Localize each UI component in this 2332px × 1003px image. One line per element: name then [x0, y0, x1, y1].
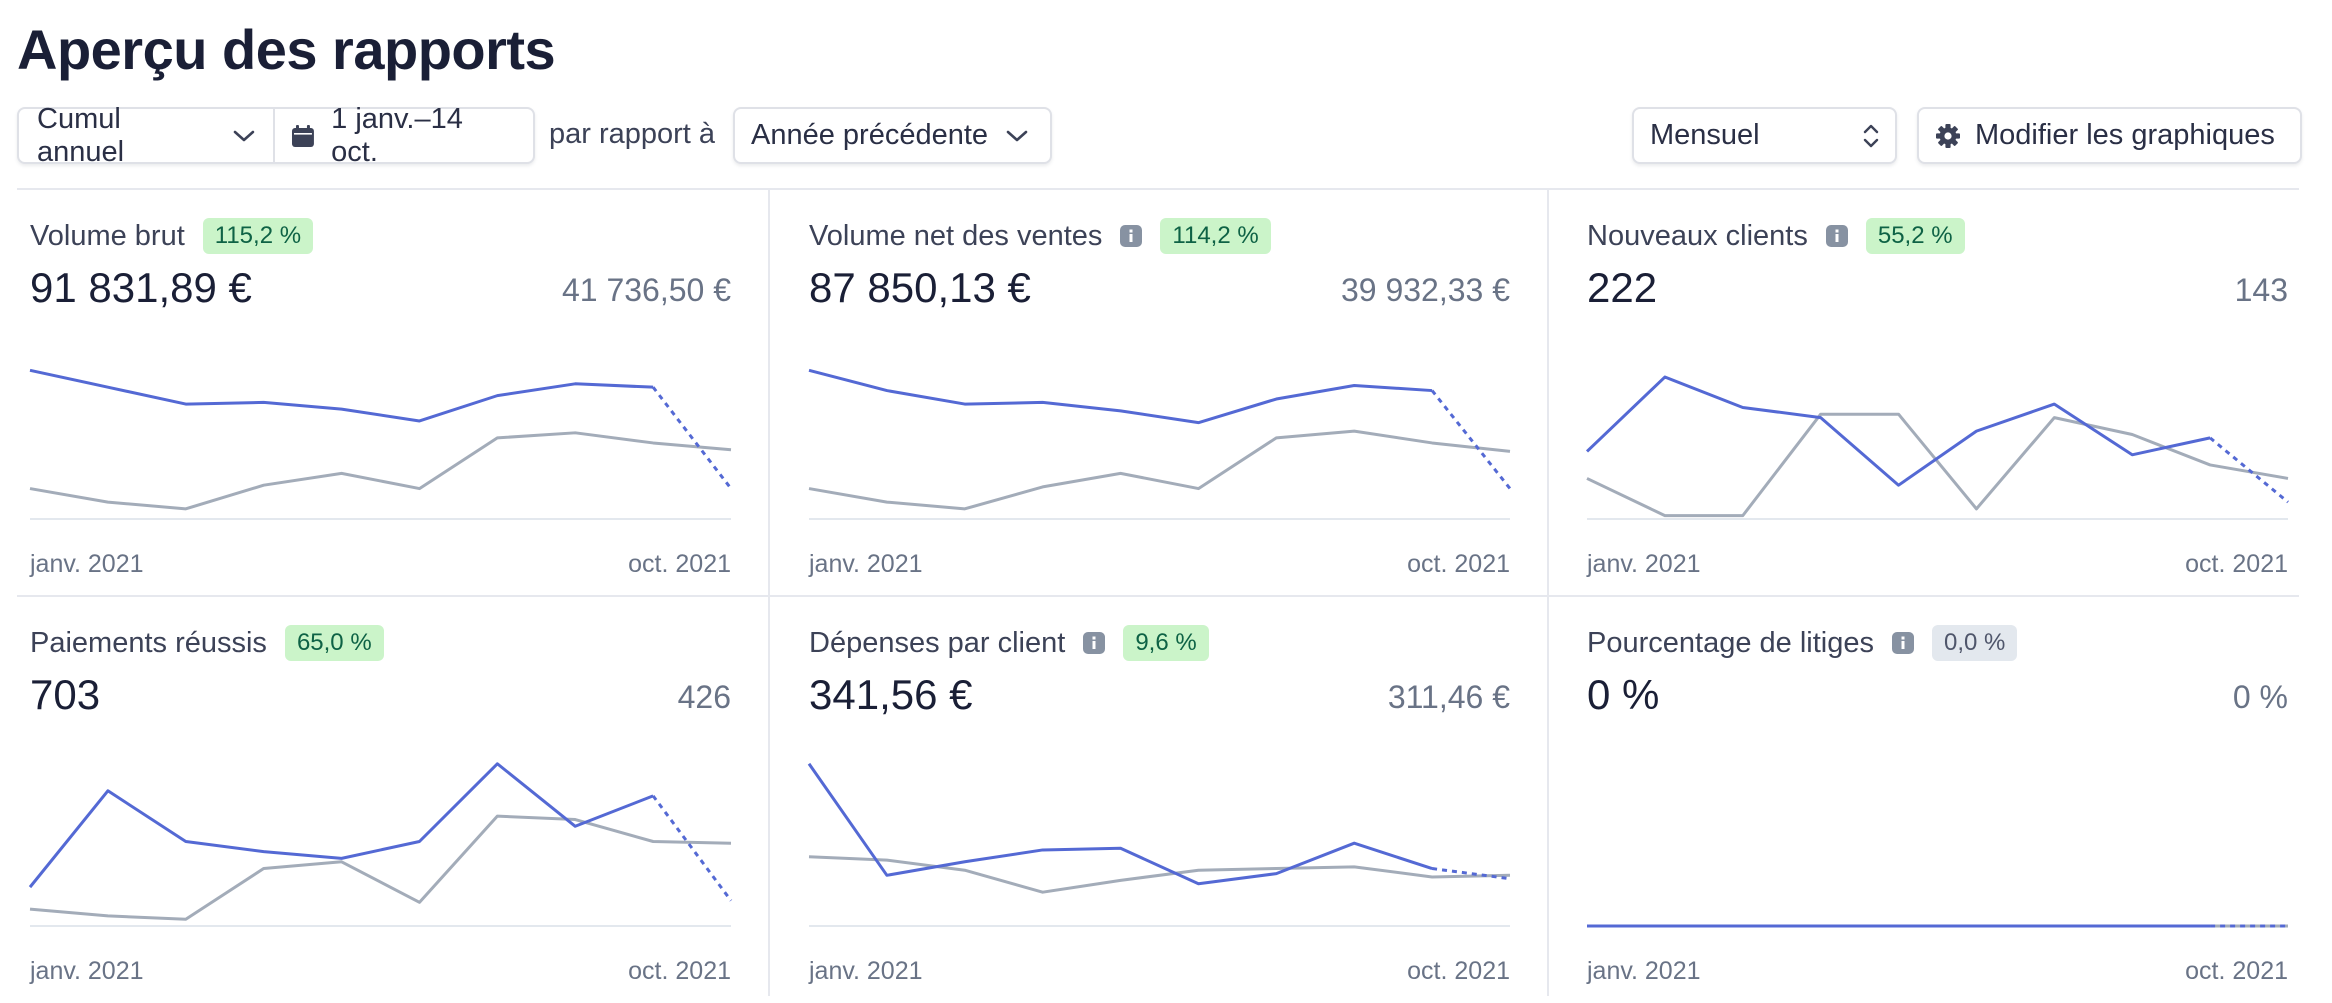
x-axis-end-label: oct. 2021 [628, 957, 731, 985]
x-axis-end-label: oct. 2021 [1407, 957, 1510, 985]
grid-divider-right [1547, 189, 1549, 996]
grid-divider-left [768, 189, 770, 996]
info-icon[interactable] [1120, 225, 1143, 247]
change-badge: 114,2 % [1160, 218, 1271, 254]
card-title-row: Nouveaux clients 55,2 % [1587, 216, 1965, 256]
card-title: Pourcentage de litiges [1587, 626, 1874, 659]
report-card[interactable]: Volume net des ventes 114,2 % 87 850,13 … [808, 216, 1512, 596]
current-series-partial-segment [2209, 436, 2289, 504]
card-title-row: Volume brut 115,2 % [30, 216, 314, 256]
card-previous-value: 0 % [2232, 679, 2288, 715]
report-card[interactable]: Nouveaux clients 55,2 % 222 143 janv. 20… [1585, 216, 2289, 596]
current-series-line [808, 368, 1433, 425]
compare-label: par rapport à [549, 118, 716, 150]
current-series-line [807, 762, 1433, 886]
previous-series-line [29, 814, 732, 921]
line-chart [29, 368, 733, 520]
current-series-partial-segment [651, 386, 733, 490]
info-icon[interactable] [1825, 225, 1848, 247]
current-series-partial-segment [651, 794, 733, 902]
previous-series-line [808, 429, 1511, 511]
x-axis-end-label: oct. 2021 [628, 550, 731, 578]
chevron-up-down-icon [1863, 124, 1879, 147]
change-badge: 9,6 % [1123, 625, 1209, 661]
calendar-icon [292, 124, 315, 147]
card-title-row: Paiements réussis 65,0 % [30, 623, 384, 663]
compare-select[interactable]: Année précédente [733, 107, 1052, 164]
grid-divider-middle [17, 595, 2299, 597]
edit-charts-label: Modifier les graphiques [1975, 119, 2275, 151]
gear-icon [1936, 123, 1960, 148]
edit-charts-button[interactable]: Modifier les graphiques [1917, 107, 2302, 164]
card-title: Dépenses par client [809, 626, 1066, 659]
card-value: 91 831,89 € [30, 264, 252, 311]
card-previous-value: 426 [677, 679, 731, 715]
change-badge: 115,2 % [202, 218, 314, 254]
previous-series-line [29, 431, 732, 511]
card-value: 703 [30, 671, 101, 718]
date-range-button[interactable]: 1 janv.–14 oct. [275, 103, 533, 168]
x-axis-start-label: janv. 2021 [30, 550, 144, 578]
card-previous-value: 311,46 € [1387, 679, 1510, 715]
card-title: Nouveaux clients [1587, 219, 1808, 252]
previous-series-line [808, 855, 1511, 894]
card-value: 87 850,13 € [809, 264, 1031, 311]
x-axis-start-label: janv. 2021 [1587, 550, 1701, 578]
current-series-partial-segment [1431, 867, 1511, 881]
line-chart [1585, 375, 2289, 520]
line-chart [1587, 924, 2288, 928]
card-value: 341,56 € [809, 671, 973, 718]
report-card[interactable]: Dépenses par client 9,6 % 341,56 € 311,4… [807, 623, 1511, 1003]
card-previous-value: 39 932,33 € [1340, 272, 1510, 308]
x-axis-start-label: janv. 2021 [809, 550, 923, 578]
card-value: 0 % [1587, 671, 1660, 718]
range-select[interactable]: Cumul annuel [19, 103, 276, 168]
x-axis-start-label: janv. 2021 [30, 957, 144, 985]
card-title-row: Pourcentage de litiges 0,0 % [1587, 623, 2018, 663]
x-axis-start-label: janv. 2021 [1587, 957, 1701, 985]
date-range-control: Cumul annuel 1 janv.–14 oct. [17, 103, 535, 168]
date-range-label: 1 janv.–14 oct. [331, 102, 463, 168]
card-title: Volume net des ventes [809, 219, 1103, 252]
previous-series-line [1586, 412, 2289, 518]
page-title: Aperçu des rapports [17, 18, 556, 81]
chevron-down-icon [234, 130, 255, 141]
compare-select-label: Année précédente [751, 119, 989, 151]
info-icon[interactable] [1891, 632, 1914, 654]
x-axis-start-label: janv. 2021 [809, 957, 923, 985]
x-axis-end-label: oct. 2021 [2185, 957, 2288, 985]
report-card[interactable]: Paiements réussis 65,0 % 703 426 janv. 2… [28, 623, 733, 1003]
change-badge: 55,2 % [1865, 218, 1965, 254]
current-series-line [28, 762, 654, 889]
line-chart [807, 762, 1511, 927]
card-title-row: Volume net des ventes 114,2 % [809, 216, 1271, 256]
card-previous-value: 41 736,50 € [561, 272, 731, 308]
change-badge: 65,0 % [284, 625, 384, 661]
report-card[interactable]: Pourcentage de litiges 0,0 % 0 % 0 % jan… [1587, 623, 2288, 1003]
line-chart [808, 368, 1512, 520]
current-series-line [1585, 375, 2211, 487]
card-previous-value: 143 [2234, 272, 2288, 308]
grid-divider-top [17, 188, 2299, 190]
card-title: Volume brut [30, 219, 185, 252]
line-chart [28, 762, 733, 927]
current-series-line [29, 368, 654, 423]
interval-select-label: Mensuel [1650, 119, 1760, 151]
card-title: Paiements réussis [30, 626, 267, 659]
x-axis-end-label: oct. 2021 [1407, 550, 1510, 578]
range-select-label: Cumul annuel [37, 102, 125, 168]
current-series-partial-segment [1430, 389, 1512, 490]
chevron-down-icon [1006, 130, 1028, 141]
change-badge: 0,0 % [1931, 625, 2018, 661]
card-value: 222 [1587, 264, 1658, 311]
info-icon[interactable] [1083, 632, 1106, 654]
interval-select[interactable]: Mensuel [1632, 107, 1897, 164]
card-title-row: Dépenses par client 9,6 % [809, 623, 1209, 663]
report-card[interactable]: Volume brut 115,2 % 91 831,89 € 41 736,5… [29, 216, 733, 596]
x-axis-end-label: oct. 2021 [2185, 550, 2288, 578]
